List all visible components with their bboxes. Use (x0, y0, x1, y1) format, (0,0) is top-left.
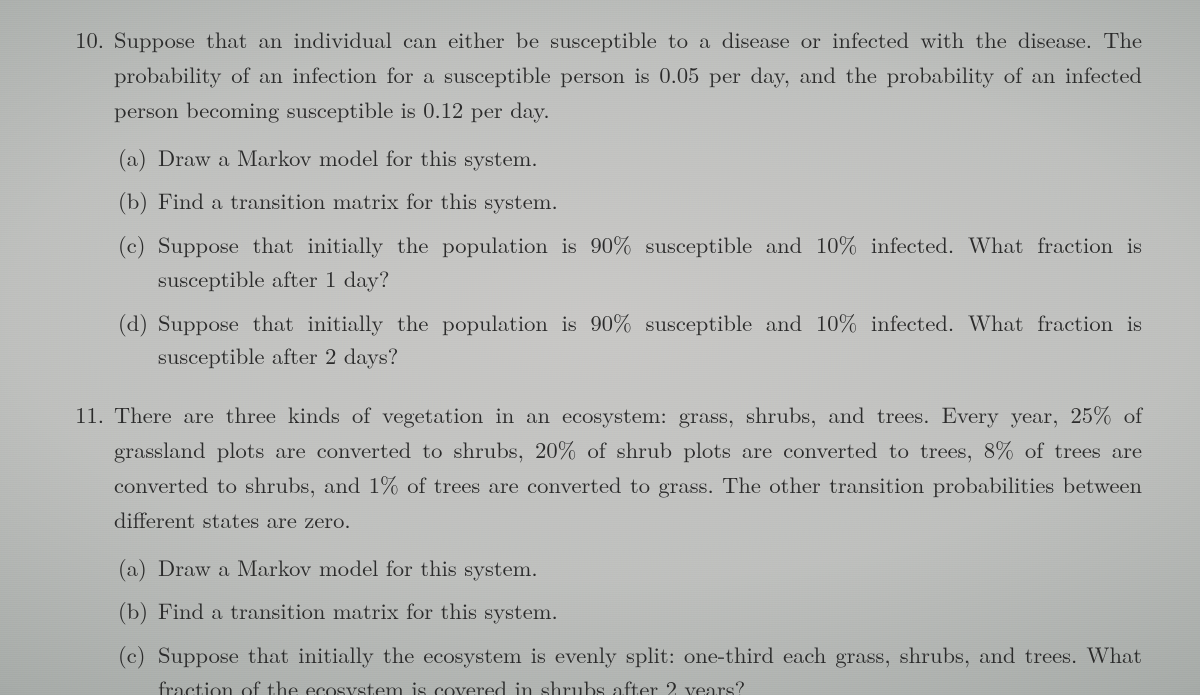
part-text: Draw a Markov model for this system. (158, 141, 1142, 175)
problem-number: 11. (58, 397, 114, 432)
problem-text: Suppose that an individual can either be… (114, 22, 1142, 127)
part-b: (b) Find a transition matrix for this sy… (118, 594, 1142, 628)
part-label: (a) (118, 141, 158, 175)
part-label: (b) (118, 594, 158, 628)
problem-11: 11. There are three kinds of vegetation … (58, 397, 1142, 695)
part-label: (a) (118, 551, 158, 585)
part-text: Find a transition matrix for this system… (158, 594, 1142, 628)
problem-text: There are three kinds of vegetation in a… (114, 397, 1142, 537)
part-b: (b) Find a transition matrix for this sy… (118, 184, 1142, 218)
problem-parts: (a) Draw a Markov model for this system.… (118, 551, 1142, 695)
problem-number: 10. (58, 22, 114, 57)
problem-intro: 10. Suppose that an individual can eithe… (58, 22, 1142, 127)
part-text: Suppose that initially the ecosystem is … (158, 638, 1142, 695)
part-text: Suppose that initially the population is… (158, 228, 1142, 296)
problem-intro: 11. There are three kinds of vegetation … (58, 397, 1142, 537)
page-content: 10. Suppose that an individual can eithe… (0, 0, 1200, 695)
part-text: Find a transition matrix for this system… (158, 184, 1142, 218)
part-text: Draw a Markov model for this system. (158, 551, 1142, 585)
part-text: Suppose that initially the population is… (158, 306, 1142, 374)
part-a: (a) Draw a Markov model for this system. (118, 141, 1142, 175)
problem-parts: (a) Draw a Markov model for this system.… (118, 141, 1142, 374)
part-c: (c) Suppose that initially the ecosystem… (118, 638, 1142, 695)
part-label: (c) (118, 638, 158, 672)
part-label: (b) (118, 184, 158, 218)
part-c: (c) Suppose that initially the populatio… (118, 228, 1142, 296)
part-d: (d) Suppose that initially the populatio… (118, 306, 1142, 374)
part-label: (c) (118, 228, 158, 262)
part-a: (a) Draw a Markov model for this system. (118, 551, 1142, 585)
problem-10: 10. Suppose that an individual can eithe… (58, 22, 1142, 373)
part-label: (d) (118, 306, 158, 340)
